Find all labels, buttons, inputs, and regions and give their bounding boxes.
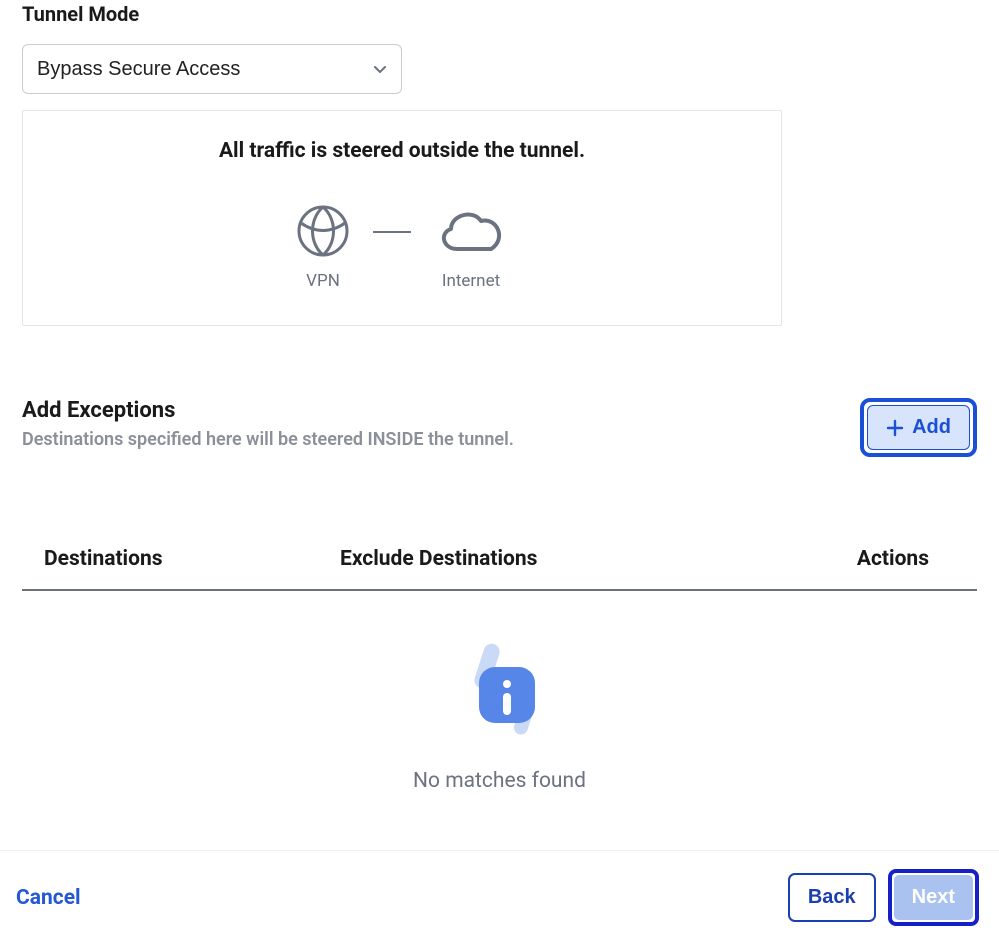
tunnel-mode-label: Tunnel Mode: [22, 2, 977, 26]
add-exception-button[interactable]: Add: [867, 405, 970, 450]
diagram-title: All traffic is steered outside the tunne…: [43, 139, 761, 163]
exceptions-title: Add Exceptions: [22, 398, 514, 423]
diagram-left-label: VPN: [306, 271, 340, 291]
add-button-label: Add: [912, 416, 951, 439]
empty-state: No matches found: [22, 637, 977, 793]
exceptions-subtitle: Destinations specified here will be stee…: [22, 429, 514, 450]
add-button-highlight: Add: [860, 398, 977, 457]
tunnel-mode-select-wrap: Bypass Secure Access: [22, 44, 402, 94]
back-button[interactable]: Back: [788, 873, 876, 922]
diagram-right-label: Internet: [442, 271, 500, 291]
next-button-highlight: Next: [888, 869, 979, 926]
tunnel-diagram: All traffic is steered outside the tunne…: [22, 110, 782, 326]
column-destinations: Destinations: [22, 547, 322, 571]
internet-cloud-icon: [433, 203, 509, 259]
next-button[interactable]: Next: [894, 875, 973, 920]
diagram-connector: [373, 231, 411, 233]
tunnel-mode-selected-value: Bypass Secure Access: [37, 58, 240, 81]
plus-icon: [886, 419, 904, 437]
column-actions: Actions: [777, 547, 977, 571]
column-exclude-destinations: Exclude Destinations: [322, 547, 777, 571]
wizard-footer: Cancel Back Next: [0, 850, 999, 944]
tunnel-mode-select[interactable]: Bypass Secure Access: [22, 44, 402, 94]
info-icon: [445, 637, 555, 747]
vpn-globe-icon: [295, 203, 351, 259]
exceptions-table-header: Destinations Exclude Destinations Action…: [22, 547, 977, 591]
empty-state-text: No matches found: [413, 769, 586, 793]
cancel-button[interactable]: Cancel: [16, 886, 81, 910]
